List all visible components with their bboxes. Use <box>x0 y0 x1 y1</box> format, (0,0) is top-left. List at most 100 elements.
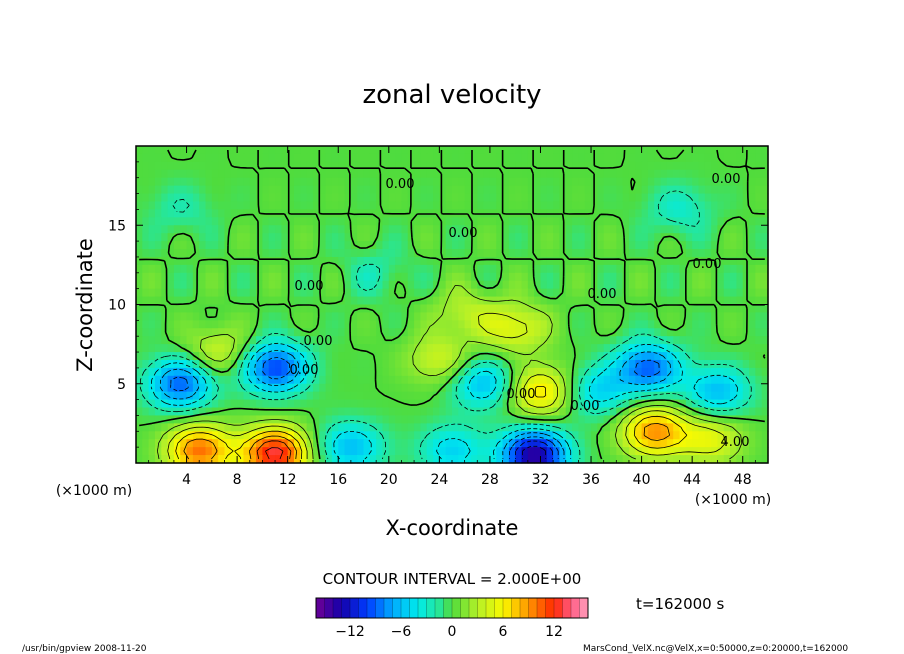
heatmap-cell <box>344 193 352 203</box>
heatmap-cell <box>161 415 169 424</box>
heatmap-cell <box>515 383 523 393</box>
heatmap-cell <box>698 455 706 464</box>
heatmap-cell <box>477 153 485 163</box>
heatmap-cell <box>230 344 238 353</box>
heatmap-cell <box>692 185 700 195</box>
heatmap-cell <box>502 336 510 345</box>
heatmap-cell <box>610 185 617 195</box>
heatmap-cell <box>711 375 719 385</box>
heatmap-cell <box>294 328 301 337</box>
heatmap-cell <box>445 296 453 306</box>
heatmap-cell <box>597 177 605 187</box>
heatmap-cell <box>243 320 251 329</box>
heatmap-cell <box>224 177 232 187</box>
heatmap-cell <box>167 201 175 210</box>
heatmap-cell <box>572 367 579 377</box>
heatmap-cell <box>553 146 561 155</box>
heatmap-cell <box>331 169 339 179</box>
heatmap-cell <box>458 161 466 171</box>
heatmap-cell <box>376 328 384 337</box>
heatmap-cell <box>692 241 700 250</box>
heatmap-cell <box>243 296 251 306</box>
heatmap-cell <box>755 447 763 456</box>
heatmap-cell <box>477 383 485 393</box>
heatmap-cell <box>325 423 333 432</box>
heatmap-cell <box>628 320 636 329</box>
heatmap-cell <box>527 256 535 266</box>
heatmap-cell <box>610 177 617 187</box>
heatmap-cell <box>154 177 162 187</box>
heatmap-cell <box>230 320 238 329</box>
heatmap-cell <box>407 415 415 424</box>
heatmap-cell <box>192 431 200 440</box>
heatmap-cell <box>218 225 226 234</box>
heatmap-cell <box>350 375 358 385</box>
heatmap-cell <box>211 177 219 187</box>
heatmap-cell <box>401 344 409 353</box>
heatmap-cell <box>312 146 320 155</box>
heatmap-cell <box>401 249 409 258</box>
heatmap-cell <box>161 217 169 226</box>
heatmap-cell <box>136 312 143 321</box>
heatmap-cell <box>294 201 301 210</box>
heatmap-cell <box>692 233 700 242</box>
heatmap-cell <box>281 447 289 456</box>
heatmap-cell <box>136 367 143 377</box>
heatmap-cell <box>256 177 263 187</box>
heatmap-cell <box>717 391 725 401</box>
heatmap-cell <box>350 185 358 195</box>
heatmap-cell <box>502 272 510 282</box>
heatmap-cell <box>363 383 371 393</box>
heatmap-cell <box>395 336 403 345</box>
heatmap-cell <box>306 225 314 234</box>
heatmap-cell <box>477 447 485 456</box>
heatmap-cell <box>199 233 207 242</box>
heatmap-cell <box>369 146 377 155</box>
heatmap-cell <box>742 256 750 266</box>
heatmap-cell <box>154 312 162 321</box>
heatmap-cell <box>565 201 573 210</box>
heatmap-cell <box>256 336 263 345</box>
heatmap-cell <box>635 447 643 456</box>
heatmap-cell <box>452 431 459 440</box>
heatmap-cell <box>572 439 579 448</box>
heatmap-cell <box>685 383 693 393</box>
heatmap-cell <box>628 249 636 258</box>
heatmap-cell <box>319 391 327 401</box>
heatmap-cell <box>546 399 554 409</box>
heatmap-cell <box>761 431 769 440</box>
heatmap-cell <box>363 201 371 210</box>
heatmap-cell <box>256 304 263 314</box>
heatmap-cell <box>483 161 491 171</box>
heatmap-cell <box>211 288 219 298</box>
heatmap-cell <box>572 249 579 258</box>
heatmap-cell <box>685 415 693 424</box>
heatmap-cell <box>369 193 377 203</box>
heatmap-cell <box>426 296 434 306</box>
heatmap-cell <box>603 320 611 329</box>
heatmap-cell <box>755 439 763 448</box>
heatmap-cell <box>262 201 270 210</box>
heatmap-cell <box>148 391 156 401</box>
heatmap-cell <box>679 177 687 187</box>
heatmap-cell <box>692 280 700 290</box>
heatmap-cell <box>736 280 744 290</box>
heatmap-cell <box>148 201 156 210</box>
heatmap-cell <box>363 249 371 258</box>
heatmap-cell <box>666 225 674 234</box>
colorbar-swatch <box>511 598 521 618</box>
heatmap-cell <box>470 359 478 369</box>
heatmap-cell <box>628 193 636 203</box>
heatmap-cell <box>237 146 245 155</box>
heatmap-cell <box>496 217 504 226</box>
heatmap-cell <box>154 249 162 258</box>
heatmap-cell <box>224 439 232 448</box>
heatmap-cell <box>350 399 358 409</box>
heatmap-cell <box>685 336 693 345</box>
heatmap-cell <box>736 146 744 155</box>
heatmap-cell <box>685 146 693 155</box>
heatmap-cell <box>597 344 605 353</box>
heatmap-cell <box>433 241 440 250</box>
heatmap-cell <box>401 439 409 448</box>
heatmap-cell <box>654 146 662 155</box>
